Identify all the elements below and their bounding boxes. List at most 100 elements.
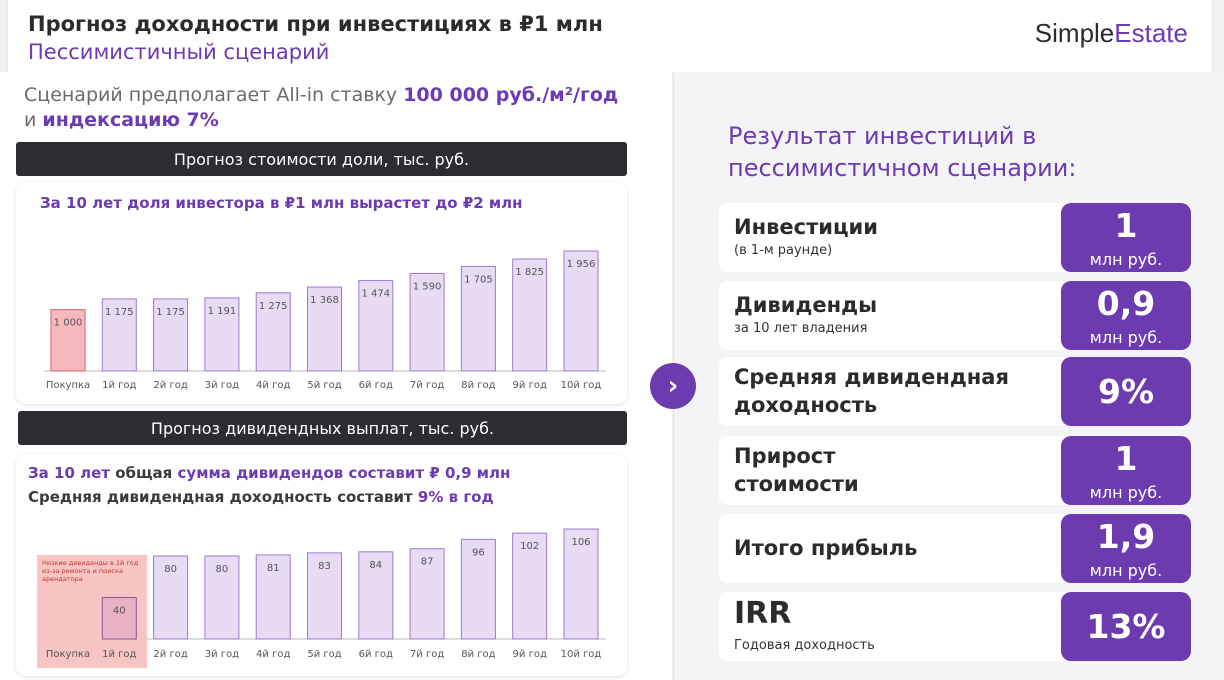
row-label-2: доходность	[734, 393, 878, 417]
dividend-chart-title-2: Средняя дивидендная доходность составит …	[28, 488, 494, 506]
dividend-section-header: Прогноз дивидендных выплат, тыс. руб.	[18, 411, 627, 445]
dividend-bar	[307, 552, 342, 640]
dividend-bar-label: 84	[369, 560, 382, 571]
value-bar-label: 1 368	[310, 295, 339, 306]
value-bar	[460, 265, 496, 372]
value-section-header: Прогноз стоимости доли, тыс. руб.	[16, 142, 627, 176]
dividend-bar-label: 80	[216, 564, 229, 575]
dividend-category-label: 7й год	[410, 649, 444, 660]
brand-logo[interactable]: SimpleEstate	[1034, 18, 1188, 48]
value-category-label: 2й год	[153, 380, 187, 391]
value-bar	[204, 297, 240, 372]
value-category-label: 10й год	[561, 380, 602, 391]
dividend-bar-label: 40	[113, 605, 126, 616]
value-bar-label: 1 175	[156, 307, 185, 318]
row-label: IRR	[734, 596, 792, 631]
value-bar	[153, 298, 189, 372]
row-value: 1,9	[1096, 517, 1156, 556]
dividend-category-label: 1й год	[102, 649, 136, 660]
dividend-bar-label: 83	[318, 561, 331, 572]
dividend-bar	[460, 538, 496, 640]
dividend-category-label: 3й год	[205, 649, 239, 660]
value-bar-label: 1 275	[259, 301, 288, 312]
dividend-chart-title-1: За 10 лет общая сумма дивидендов состави…	[28, 464, 511, 482]
dividend-category-label: 5й год	[307, 649, 341, 660]
page-header: Прогноз доходности при инвестициях в ₽1 …	[8, 0, 1212, 72]
dividend-bar-label: 80	[164, 564, 177, 575]
dividend-bar-label: 96	[472, 547, 485, 558]
dividend-bar	[358, 551, 394, 640]
value-bar	[307, 286, 342, 372]
row-unit: млн руб.	[1089, 483, 1163, 502]
value-bar-label: 1 175	[105, 307, 134, 318]
row-label: Итого прибыль	[734, 536, 918, 560]
value-category-label: 6й год	[359, 380, 393, 391]
dividend-category-label: 2й год	[153, 649, 187, 660]
dividend-bar-label: 102	[520, 541, 539, 552]
value-bar	[512, 258, 548, 372]
row-value: 9%	[1097, 372, 1155, 411]
row-label: Дивиденды	[734, 293, 878, 317]
value-bar	[255, 292, 291, 372]
value-bar	[563, 250, 599, 372]
result-title: Результат инвестиций в пессимистичном сц…	[728, 122, 1077, 182]
row-value: 0,9	[1096, 284, 1156, 323]
row-label: Прирост	[734, 444, 836, 468]
value-bar	[358, 280, 394, 372]
indexation: индексацию 7%	[42, 109, 219, 131]
page-subtitle: Пессимистичный сценарий	[28, 40, 330, 64]
row-unit: млн руб.	[1089, 328, 1163, 347]
dividend-bar	[101, 596, 137, 640]
row-value: 1	[1114, 439, 1138, 478]
value-bar-label: 1 191	[208, 306, 237, 317]
value-category-label: 1й год	[102, 380, 136, 391]
value-bar-label: 1 590	[413, 281, 442, 292]
value-bar-label: 1 705	[464, 274, 493, 285]
dividend-category-label: 8й год	[461, 649, 495, 660]
value-bar-label: 1 825	[515, 267, 544, 278]
row-value-box: 1 млн руб.	[1061, 436, 1191, 505]
value-bar-label: 1 956	[567, 259, 596, 270]
dividend-category-label: 10й год	[561, 649, 602, 660]
row-unit: млн руб.	[1089, 561, 1163, 580]
dividend-category-label: 9й год	[513, 649, 547, 660]
value-category-label: Покупка	[46, 380, 90, 391]
value-category-label: 9й год	[513, 380, 547, 391]
value-category-label: 8й год	[461, 380, 495, 391]
value-bar	[101, 298, 137, 372]
row-label: Средняя дивидендная	[734, 365, 1009, 389]
row-sublabel: Годовая доходность	[734, 638, 875, 653]
row-value-box: 1 млн руб.	[1061, 203, 1191, 272]
row-value-box: 9%	[1061, 357, 1191, 426]
result-row-avg-yield: Средняя дивидендная доходность 9%	[719, 357, 1191, 426]
row-value: 1	[1114, 206, 1138, 245]
value-bar-label: 1 474	[361, 289, 390, 300]
result-row-irr: IRR Годовая доходность 13%	[719, 592, 1191, 661]
row-label-2: стоимости	[734, 472, 859, 496]
value-bar	[409, 272, 445, 372]
value-chart: 1 000 Покупка 1 175 1й год 1 175 2й год 1 191 3…	[44, 250, 606, 391]
chevron-right-icon[interactable]: ›	[650, 363, 696, 409]
dividend-bar	[512, 532, 548, 640]
dividend-chart: Покупка 40 1й год 80 2й год 80 3й год 81 4й год 8…	[46, 528, 606, 660]
value-category-label: 4й год	[256, 380, 290, 391]
page-title: Прогноз доходности при инвестициях в ₽1 …	[28, 12, 603, 36]
dividend-bar-label: 87	[421, 557, 434, 568]
dividend-bar	[153, 555, 189, 640]
value-chart-title: За 10 лет доля инвестора в ₽1 млн выраст…	[40, 194, 523, 212]
value-category-label: 3й год	[205, 380, 239, 391]
low-dividend-note: Низкие дивиденды в 1й год из-за ремонта …	[42, 559, 139, 583]
row-sublabel: (в 1-м раунде)	[734, 243, 833, 258]
result-row-investments: Инвестиции (в 1-м раунде) 1 млн руб.	[719, 203, 1191, 272]
dividend-bar	[255, 554, 291, 640]
value-bar-label: 1 000	[54, 318, 83, 329]
row-value: 13%	[1086, 607, 1166, 646]
scenario-intro: Сценарий предполагает All-in ставку 100 …	[24, 84, 619, 131]
dividend-bar	[409, 548, 445, 640]
dividend-bar	[204, 555, 240, 640]
row-unit: млн руб.	[1089, 250, 1163, 269]
row-value-box: 1,9 млн руб.	[1061, 514, 1191, 583]
result-row-dividends: Дивиденды за 10 лет владения 0,9 млн руб…	[719, 281, 1191, 350]
dividend-bar-label: 106	[571, 537, 590, 548]
row-label: Инвестиции	[734, 215, 878, 239]
